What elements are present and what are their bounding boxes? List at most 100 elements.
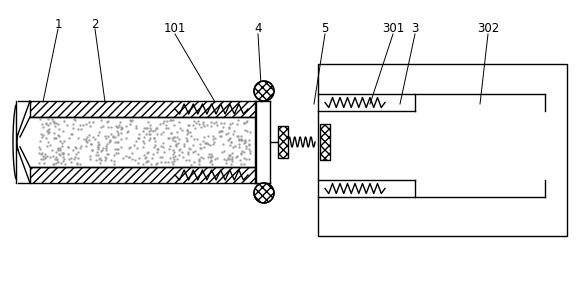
Point [95,141,104,146]
Point [92,153,101,158]
Point [41,122,50,126]
Point [113,140,122,144]
Point [166,131,176,136]
Point [203,140,212,145]
Point [184,151,193,156]
Point [162,119,171,124]
Point [41,121,50,126]
Point [143,159,152,164]
Point [116,130,126,135]
Point [100,157,109,162]
Point [39,154,48,159]
Point [40,155,49,160]
Point [45,126,54,131]
Point [196,154,205,159]
Point [102,120,112,125]
Point [201,141,211,146]
Point [209,120,218,125]
Point [206,154,215,159]
Point [70,154,80,159]
Point [96,118,105,123]
Text: 302: 302 [477,22,499,36]
Point [195,146,204,151]
Point [38,134,47,139]
Point [58,154,68,159]
Point [171,142,181,147]
Point [43,140,53,144]
Point [199,123,208,128]
Point [113,124,122,129]
Point [242,129,251,133]
Point [116,137,125,142]
Point [59,129,68,133]
Point [232,153,242,158]
Point [84,120,93,125]
Point [151,126,160,130]
Point [36,139,45,143]
Point [57,143,66,148]
Point [102,143,111,148]
Point [81,121,90,126]
Point [139,139,148,143]
Point [200,144,209,149]
Point [203,123,212,127]
Point [113,133,123,137]
Point [141,131,150,136]
Point [244,156,254,161]
Point [211,156,220,161]
Point [114,123,123,127]
Point [165,143,174,148]
Point [178,155,188,160]
Point [51,160,60,165]
Point [111,150,120,155]
Point [52,120,61,125]
Point [96,149,106,154]
Point [224,125,233,130]
Point [164,135,173,140]
Point [63,144,73,149]
Point [206,151,215,156]
Point [221,161,231,166]
Point [42,143,52,148]
Text: 4: 4 [254,22,262,36]
Point [103,151,112,156]
Point [208,161,217,166]
Text: 301: 301 [382,22,404,36]
Point [234,118,243,123]
Point [164,135,174,140]
Point [241,139,250,143]
Point [86,124,95,129]
Point [106,125,116,130]
Point [167,117,176,122]
Point [95,157,104,162]
Point [208,134,217,139]
Point [161,125,171,130]
Point [35,117,45,122]
Point [102,135,111,140]
Point [70,117,80,122]
Point [240,138,249,143]
Point [106,132,116,137]
Point [36,156,46,161]
Point [242,119,251,124]
Point [237,138,246,143]
Point [235,141,244,146]
Point [46,143,55,148]
Point [217,149,227,154]
Point [51,155,60,160]
Point [82,140,92,144]
Point [194,121,204,126]
Point [238,149,247,154]
Point [50,156,59,161]
Point [195,142,205,147]
Point [79,123,88,128]
Point [217,128,226,133]
Point [227,120,237,125]
Point [108,134,117,139]
Text: 2: 2 [91,18,99,30]
Point [65,136,74,140]
Point [75,123,85,128]
Point [36,147,45,152]
Point [240,127,249,132]
Point [191,126,200,131]
